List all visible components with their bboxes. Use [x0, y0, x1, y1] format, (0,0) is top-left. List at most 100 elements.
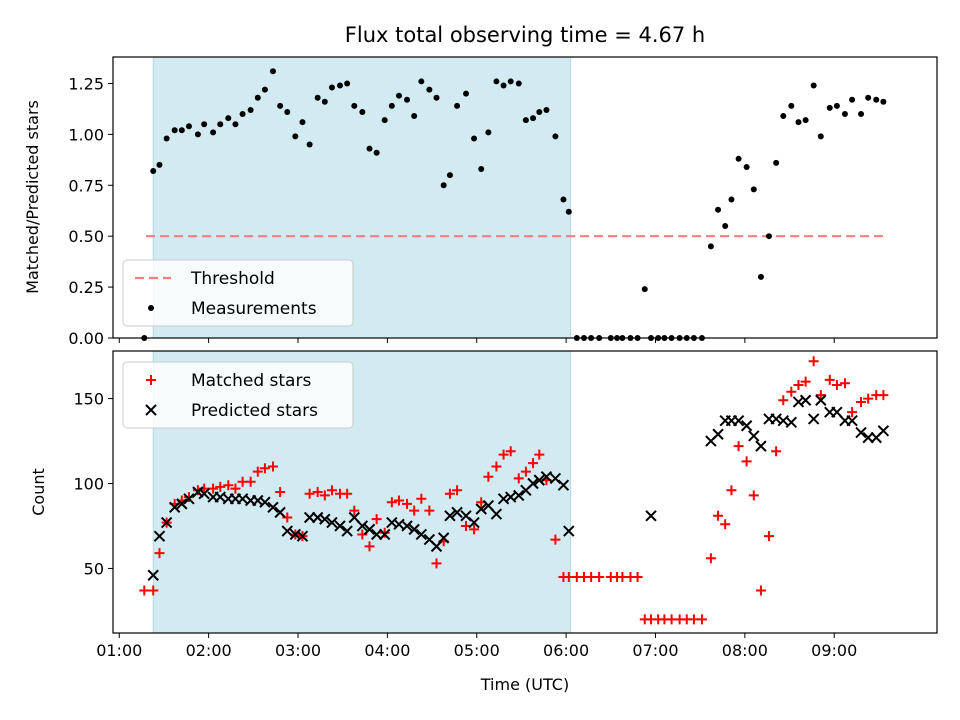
matched-star-point: [230, 483, 241, 494]
matched-star-point: [304, 488, 315, 499]
y-tick-label: 1.25: [68, 74, 104, 93]
measurement-point: [515, 80, 522, 87]
matched-star-point: [713, 510, 724, 521]
matched-star-point: [259, 463, 270, 474]
matched-star-point: [748, 490, 759, 501]
matched-star-point: [847, 407, 858, 418]
x-tick-label: 07:00: [632, 641, 678, 660]
measurement-point: [277, 102, 284, 109]
legend: Matched stars Predicted stars: [122, 361, 354, 429]
predicted-star-point: [475, 503, 487, 515]
predicted-star-point: [451, 506, 463, 519]
predicted-star-point: [274, 506, 286, 519]
y-tick-label: 0.00: [68, 329, 104, 348]
matched-star-point: [824, 374, 835, 385]
measurement-point: [849, 96, 856, 103]
matched-star-point: [393, 495, 404, 506]
x-axis-label: Time (UTC): [480, 675, 569, 694]
measurement-point: [171, 127, 178, 134]
matched-star-point: [839, 378, 850, 389]
measurement-point: [543, 106, 550, 113]
measurement-point: [217, 121, 224, 128]
predicted-star-point: [176, 498, 188, 510]
measurement-point: [163, 135, 170, 142]
matched-star-point: [778, 395, 789, 406]
matched-star-point: [342, 488, 353, 499]
matched-star-point: [431, 558, 442, 569]
predicted-star-point: [296, 530, 309, 542]
predicted-star-point: [468, 516, 480, 529]
matched-star-point: [733, 441, 744, 452]
measurement-point: [500, 82, 507, 89]
matched-star-point: [379, 527, 390, 538]
predicted-star-point: [527, 477, 539, 490]
matched-star-point: [183, 492, 194, 503]
measurement-point: [254, 94, 261, 101]
predicted-star-point: [153, 530, 166, 542]
measurement-point: [536, 108, 543, 115]
predicted-star-point: [160, 516, 173, 529]
predicted-star-point: [740, 420, 753, 432]
x-tick-label: 01:00: [96, 641, 142, 660]
matched-star-point: [771, 446, 782, 457]
measurement-point: [522, 117, 529, 124]
measurement-point: [269, 68, 276, 75]
y-tick-label: 0.25: [68, 278, 104, 297]
matched-star-point: [148, 585, 159, 596]
matched-star-point: [863, 393, 874, 404]
measurement-point: [239, 111, 246, 118]
measurement-point: [185, 123, 192, 130]
measurement-point: [722, 223, 729, 230]
measurement-point: [411, 113, 418, 120]
matched-star-point: [275, 487, 286, 497]
matched-star-point: [326, 485, 337, 496]
measurement-point: [321, 98, 328, 105]
y-tick-label: 1.00: [68, 125, 104, 144]
predicted-star-point: [444, 510, 456, 522]
measurement-point: [765, 233, 772, 240]
predicted-star-point: [326, 516, 338, 529]
predicted-star-point: [259, 496, 271, 508]
measurement-point: [833, 102, 840, 109]
measurement-point: [565, 208, 572, 215]
predicted-star-point: [334, 520, 346, 532]
matched-star-point: [371, 514, 382, 525]
measurement-point: [156, 161, 163, 168]
matched-star-point: [815, 390, 826, 401]
measurement-point: [780, 113, 787, 120]
matched-star-point: [139, 585, 150, 596]
measurement-point: [841, 111, 848, 118]
matched-star-point: [491, 461, 502, 472]
measurement-point: [446, 172, 453, 179]
measurement-point: [366, 145, 373, 152]
matched-star-point: [808, 356, 819, 367]
predicted-star-point: [533, 474, 546, 486]
measurement-point: [715, 206, 722, 213]
matched-star-point: [312, 487, 323, 497]
ratio-panel: 0.00 0.25 0.50 0.75 1.00 1.25 Threshold Measure…: [68, 56, 938, 348]
measurement-point: [388, 102, 395, 109]
predicted-star-point: [755, 440, 767, 452]
measurement-point: [381, 117, 388, 124]
legend-label: Threshold: [190, 269, 275, 289]
measurement-point: [284, 108, 291, 115]
predicted-star-point: [147, 569, 159, 581]
measurement-point: [344, 80, 351, 87]
measurement-point: [802, 117, 809, 124]
matched-star-point: [154, 548, 165, 559]
measurement-point: [210, 129, 217, 136]
matched-star-point: [452, 485, 463, 496]
predicted-star-point: [877, 425, 890, 437]
predicted-star-point: [415, 528, 428, 541]
measurement-point: [232, 121, 239, 128]
bottom-y-axis-label: Count: [29, 468, 48, 516]
matched-star-point: [763, 531, 774, 542]
measurement-point: [873, 96, 880, 103]
measurement-point: [373, 149, 380, 156]
measurement-point: [433, 94, 440, 101]
measurement-point: [471, 135, 478, 142]
measurement-point: [314, 94, 321, 101]
legend-label: Predicted stars: [191, 401, 318, 421]
y-tick-label: 150: [73, 390, 104, 409]
matched-star-point: [856, 396, 867, 407]
